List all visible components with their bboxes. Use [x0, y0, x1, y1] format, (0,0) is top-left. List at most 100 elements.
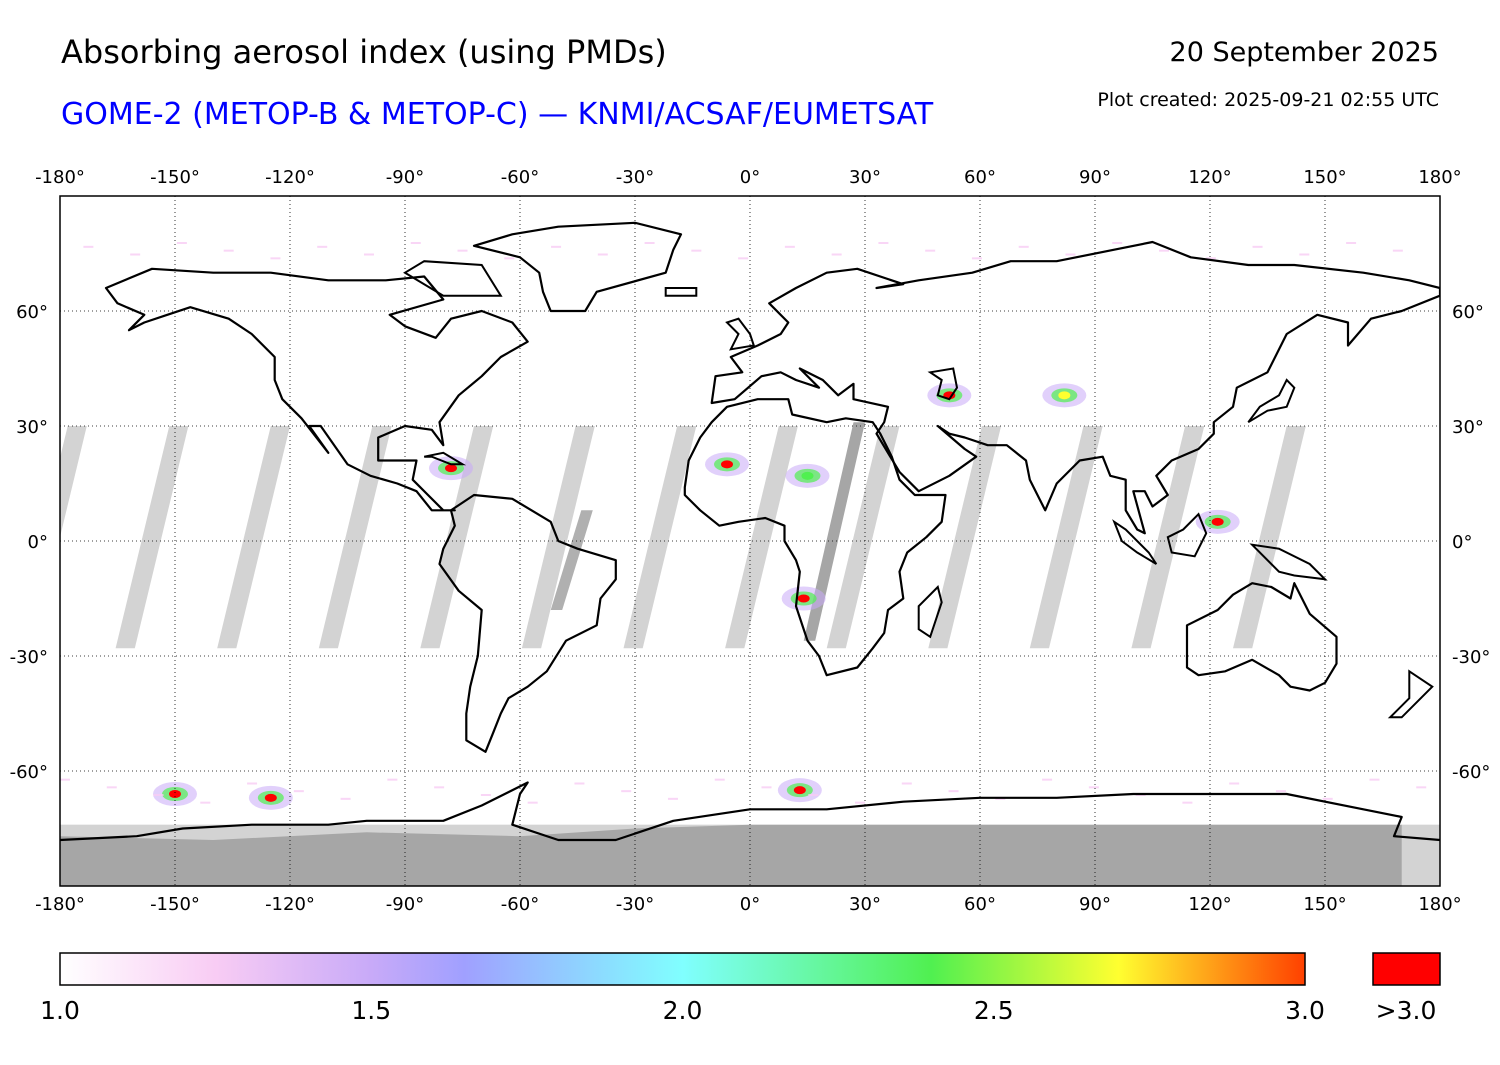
colorbar-tick-label: 1.0: [40, 996, 80, 1025]
aerosol-speckle: [1088, 786, 1099, 789]
aerosol-speckle: [1369, 778, 1380, 781]
aerosol-speckle: [1322, 797, 1333, 800]
aerosol-speckle: [808, 794, 819, 796]
lon-tick-label: 120°: [1188, 167, 1231, 188]
aerosol-speckle: [1042, 778, 1053, 781]
no-data-swath: [1233, 426, 1306, 649]
aerosol-speckle: [925, 249, 936, 252]
no-data-swath: [60, 426, 87, 538]
aerosol-speckle: [387, 778, 398, 781]
lat-tick-label: 30°: [1452, 417, 1484, 438]
new-zealand-coastline: [1387, 669, 1434, 719]
aerosol-speckle: [761, 786, 772, 789]
sumatra-coastline: [1112, 519, 1158, 565]
lon-tick-label: -90°: [386, 167, 424, 188]
colorbar-over-label: >3.0: [1375, 996, 1437, 1025]
caspian-coastline: [927, 367, 959, 401]
colorbar: [59, 952, 1306, 986]
colorbar-tick-label: 3.0: [1285, 996, 1325, 1025]
lon-tick-label: 150°: [1303, 894, 1346, 915]
aerosol-speckle: [901, 782, 912, 785]
aerosol-speckle: [293, 790, 304, 793]
aerosol-speckle: [130, 253, 141, 256]
aerosol-speckle: [317, 245, 328, 248]
lon-tick-label: -60°: [501, 894, 539, 915]
map-title: Absorbing aerosol index (using PMDs): [61, 33, 667, 71]
lon-tick-label: 0°: [740, 167, 760, 188]
borneo-coastline: [1166, 512, 1208, 558]
aerosol-speckle: [738, 257, 749, 260]
polar-band-dark: [60, 824, 1402, 886]
aerosol-speckle: [948, 790, 959, 793]
aerosol-speckle: [1159, 249, 1170, 252]
aerosol-plume-core: [793, 786, 806, 795]
baffin-coastline: [403, 260, 503, 297]
aerosol-speckle: [270, 257, 281, 260]
lon-tick-label: -120°: [265, 167, 315, 188]
aerosol-speckle: [223, 249, 234, 252]
cuba-coastline: [423, 451, 467, 466]
britain-coastline: [725, 317, 756, 351]
aerosol-speckle: [83, 245, 94, 248]
no-data-swath: [115, 426, 189, 649]
aerosol-speckle: [1065, 253, 1076, 256]
lon-tick-label: -30°: [616, 167, 654, 188]
aerosol-speckle: [480, 794, 491, 796]
lon-tick-label: -150°: [150, 894, 200, 915]
lon-tick-label: -30°: [616, 894, 654, 915]
lon-tick-label: -60°: [501, 167, 539, 188]
australia-coastline: [1185, 582, 1338, 692]
aerosol-speckle: [176, 242, 187, 244]
aerosol-speckle: [1252, 245, 1263, 248]
aerosol-speckle: [504, 257, 515, 260]
no-data-swath: [725, 426, 798, 649]
lat-tick-label: -30°: [1452, 647, 1490, 668]
aerosol-speckle: [200, 801, 211, 804]
aerosol-speckle: [1439, 257, 1440, 260]
aerosol-speckle: [597, 253, 608, 256]
lon-tick-label: -180°: [35, 167, 85, 188]
lat-tick-label: 60°: [1452, 302, 1484, 323]
aerosol-speckle: [106, 786, 117, 789]
colorbar-tick-label: 2.5: [973, 996, 1014, 1025]
lon-tick-label: 60°: [964, 894, 996, 915]
aerosol-speckle: [1112, 242, 1123, 244]
aerosol-speckle: [1182, 801, 1193, 804]
lon-tick-label: 180°: [1418, 894, 1461, 915]
lat-tick-label: 30°: [16, 417, 48, 438]
aerosol-speckle: [644, 242, 655, 244]
aerosol-speckle: [784, 245, 795, 248]
no-data-swath-dark: [550, 510, 593, 610]
lat-tick-label: -60°: [1452, 762, 1490, 783]
colorbar-over-swatch: [1372, 952, 1441, 986]
japan-coastline: [1247, 378, 1296, 424]
aerosol-speckle: [621, 790, 632, 793]
lat-tick-label: -30°: [10, 647, 48, 668]
iceland-coastline: [664, 287, 698, 297]
aerosol-speckle: [1275, 790, 1286, 793]
aerosol-plume-core: [797, 594, 810, 603]
graticule: [60, 196, 1440, 886]
lon-tick-label: 90°: [1079, 167, 1111, 188]
new-guinea-coastline: [1249, 543, 1328, 581]
north-america-coastline: [104, 267, 529, 512]
no-data-swath: [420, 426, 494, 649]
antarctica-coast-coastline: [60, 781, 1440, 842]
map-subtitle: GOME-2 (METOP-B & METOP-C) — KNMI/ACSAF/…: [61, 97, 934, 132]
coastlines: [60, 221, 1440, 842]
aerosol-speckle: [527, 801, 538, 804]
aerosol-plume-core: [1211, 517, 1224, 526]
aerosol-speckle: [971, 257, 982, 260]
aerosol-speckle: [60, 778, 70, 781]
lat-tick-label: 60°: [16, 302, 48, 323]
axis-tick-labels: -180° -180° -150° -150° -120° -120° -90° -90° -6…: [10, 167, 1491, 915]
lat-tick-label: 0°: [1452, 532, 1472, 553]
no-data-swath-dark: [803, 422, 865, 641]
no-data-swath: [318, 426, 392, 649]
colorbar-tick-label: 1.5: [351, 996, 392, 1025]
map-date: 20 September 2025: [1169, 37, 1439, 68]
lon-tick-label: -150°: [150, 167, 200, 188]
no-data-swath: [826, 426, 900, 649]
aerosol-plume-core: [445, 464, 457, 473]
